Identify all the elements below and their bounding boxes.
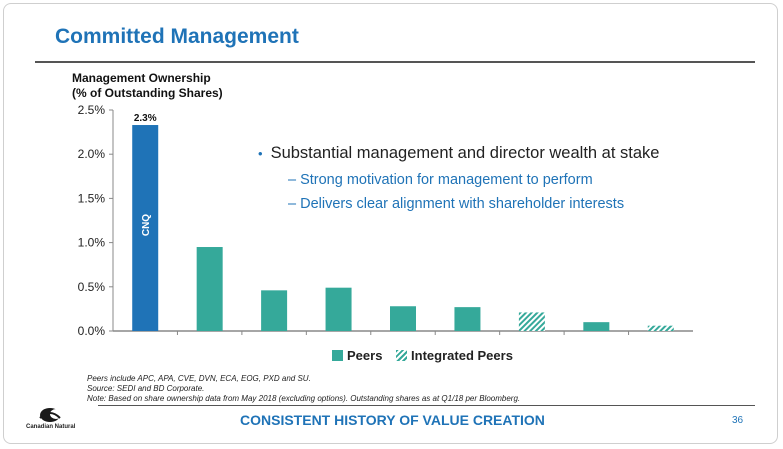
- data-label: 2.3%: [134, 113, 157, 124]
- bar-integrated-peer: [518, 312, 545, 331]
- legend-label-peers: Peers: [347, 348, 383, 363]
- y-tick-label: 1.0%: [78, 236, 106, 250]
- page-number: 36: [732, 415, 744, 426]
- bullet-main: • Substantial management and director wea…: [258, 144, 659, 163]
- bar-cnq: [132, 125, 159, 331]
- bar-peer: [325, 287, 352, 331]
- footnote-peers: Peers include APC, APA, CVE, DVN, ECA, E…: [87, 374, 311, 383]
- dash-icon: –: [288, 196, 301, 212]
- y-tick-label: 1.5%: [78, 191, 106, 205]
- y-tick-label: 0.5%: [78, 280, 106, 294]
- footer-divider: [98, 405, 755, 406]
- bullet-sub-2-text: Delivers clear alignment with shareholde…: [300, 196, 625, 212]
- legend-item-peers: Peers: [332, 348, 382, 363]
- chart-legend: Peers Integrated Peers: [332, 348, 523, 363]
- bullet-main-text: Substantial management and director weal…: [270, 144, 660, 162]
- bullet-sub-1-text: Strong motivation for management to perf…: [300, 172, 593, 188]
- bar-peer: [261, 290, 288, 331]
- y-axis-label: Management Ownership (% of Outstanding S…: [72, 71, 223, 101]
- company-logo: [39, 408, 62, 422]
- bar-peer: [390, 306, 416, 331]
- y-tick-label: 0.0%: [78, 324, 106, 338]
- slide: [3, 3, 778, 444]
- y-tick-label: 2.5%: [78, 103, 106, 117]
- y-axis-label-line1: Management Ownership: [72, 71, 211, 85]
- page-title: Committed Management: [55, 25, 299, 48]
- bar-integrated-peer: [647, 325, 674, 331]
- footnotes: Peers include APC, APA, CVE, DVN, ECA, E…: [87, 374, 520, 404]
- bar-peer: [454, 307, 481, 331]
- y-tick-label: 2.0%: [78, 147, 106, 161]
- bar-peer: [196, 247, 223, 331]
- bar-inner-label: CNQ: [141, 214, 152, 236]
- legend-swatch-hatched: [396, 350, 408, 361]
- dash-icon: –: [288, 172, 301, 188]
- bullet-sub-1: – Strong motivation for management to pe…: [288, 172, 659, 188]
- legend-swatch-solid: [332, 350, 343, 361]
- bar-peer: [583, 322, 610, 331]
- logo-text: Canadian Natural: [26, 424, 76, 430]
- legend-item-integrated-peers: Integrated Peers: [396, 348, 513, 363]
- y-axis-label-line2: (% of Outstanding Shares): [72, 86, 223, 100]
- footnote-note: Note: Based on share ownership data from…: [87, 394, 521, 403]
- footnote-source: Source: SEDI and BD Corporate.: [87, 384, 205, 393]
- footer-tagline: CONSISTENT HISTORY OF VALUE CREATION: [240, 412, 545, 428]
- title-divider: [35, 61, 755, 63]
- bullet-sub-2: – Delivers clear alignment with sharehol…: [288, 196, 659, 212]
- bullet-list: • Substantial management and director wea…: [258, 144, 659, 220]
- legend-label-integrated-peers: Integrated Peers: [411, 348, 513, 363]
- bullet-dot-icon: •: [258, 146, 263, 161]
